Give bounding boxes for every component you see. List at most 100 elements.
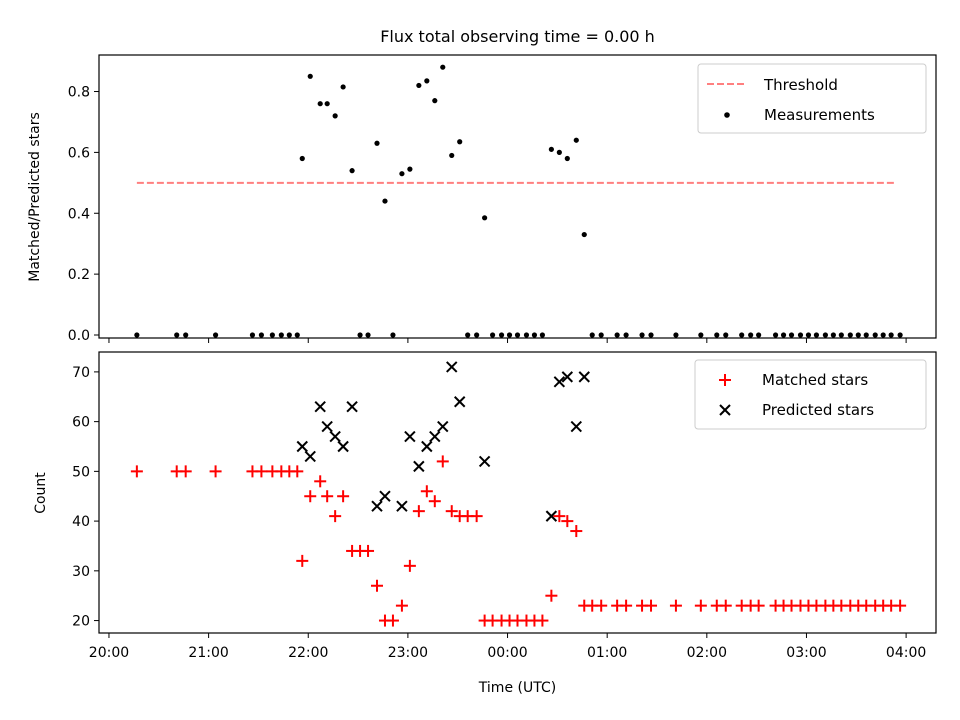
data-point [780, 332, 787, 338]
data-point [399, 171, 405, 177]
data-point [514, 332, 521, 338]
data-point [723, 332, 729, 338]
data-point-x [396, 500, 408, 512]
data-point [589, 332, 595, 338]
data-point [416, 82, 422, 89]
x-axis-label: Time (UTC) [478, 680, 556, 696]
data-point-plus [412, 505, 425, 518]
data-point [249, 332, 256, 338]
data-point-x [478, 455, 491, 468]
data-point [349, 168, 355, 174]
y-axis-label: Count [33, 472, 49, 514]
data-point [269, 332, 275, 338]
data-point-plus [321, 490, 334, 503]
data-point [614, 332, 620, 338]
data-point [714, 332, 720, 338]
data-point [457, 139, 463, 145]
data-point-x [553, 376, 566, 388]
y-tick-label: 40 [72, 514, 90, 530]
x-tick-label: 02:00 [687, 645, 727, 661]
data-point [299, 155, 305, 162]
x-tick-label: 01:00 [587, 645, 627, 661]
data-point [134, 332, 140, 338]
legend-frame [697, 63, 927, 134]
data-point-x [379, 490, 391, 502]
data-point-plus [130, 465, 143, 478]
axes-frame [98, 54, 937, 339]
y-tick-label: 70 [72, 365, 90, 381]
data-point [307, 73, 313, 79]
data-point-plus [561, 515, 574, 528]
data-point [739, 332, 745, 338]
data-point [539, 332, 546, 338]
data-point [258, 332, 265, 338]
data-point [581, 231, 587, 238]
data-point-x [371, 500, 383, 512]
data-point-plus [570, 525, 583, 538]
data-point [531, 332, 538, 338]
data-point [830, 332, 836, 338]
data-point [374, 140, 380, 146]
x-tick-label: 23:00 [388, 645, 428, 661]
data-point [365, 332, 371, 338]
data-point-plus [209, 465, 222, 478]
y-tick-label: 20 [72, 614, 90, 630]
marks-layer [134, 64, 903, 338]
data-point [212, 332, 219, 338]
data-point [523, 332, 530, 338]
data-point-plus [719, 599, 732, 612]
data-point-x [321, 420, 333, 433]
data-point [623, 332, 629, 338]
data-point-plus [296, 554, 309, 567]
data-point-plus [445, 505, 458, 518]
data-point [548, 146, 554, 152]
data-point [324, 101, 330, 107]
data-point [673, 332, 679, 338]
y-tick-label: 0.0 [68, 328, 90, 344]
data-point [174, 332, 180, 338]
data-point [465, 332, 471, 338]
y-tick-label: 0.4 [68, 206, 90, 222]
data-point-plus [436, 455, 449, 468]
data-point-plus [420, 485, 433, 498]
data-point [183, 332, 189, 338]
data-point-plus [329, 510, 342, 523]
data-point [897, 332, 903, 338]
data-point [489, 332, 496, 338]
data-point [382, 198, 388, 204]
data-point [872, 332, 878, 338]
series-predicted-stars [296, 361, 590, 522]
data-point [888, 332, 894, 338]
data-point [788, 332, 795, 338]
data-point-plus [371, 579, 384, 592]
data-point [855, 332, 861, 338]
data-point-plus [752, 599, 765, 612]
data-point-plus [337, 490, 350, 503]
data-point [639, 332, 645, 338]
data-point-x [404, 430, 416, 443]
legend: Matched stars Predicted stars [694, 359, 927, 430]
data-point [440, 64, 446, 70]
data-point-x [346, 401, 358, 413]
data-point [564, 155, 570, 162]
data-point [805, 332, 812, 338]
data-point [573, 137, 579, 143]
x-tick-label: 03:00 [786, 645, 826, 661]
data-point [317, 101, 323, 107]
data-point-x [545, 510, 558, 522]
data-point-plus [304, 490, 317, 503]
data-point-plus [291, 465, 304, 478]
y-axis-label: Matched/Predicted stars [27, 112, 43, 282]
series-measurements [134, 64, 903, 338]
data-point-x [429, 430, 441, 443]
data-point [756, 332, 762, 338]
legend-predicted-swatch [719, 404, 731, 416]
data-point [357, 332, 363, 338]
legend-threshold-label: Threshold [763, 76, 838, 94]
data-point [474, 332, 480, 338]
data-point [506, 332, 513, 338]
y-tick-label: 0.6 [68, 145, 90, 161]
series-matched-stars [130, 455, 907, 627]
data-point-plus [545, 589, 558, 602]
x-tick-label: 04:00 [886, 645, 926, 661]
